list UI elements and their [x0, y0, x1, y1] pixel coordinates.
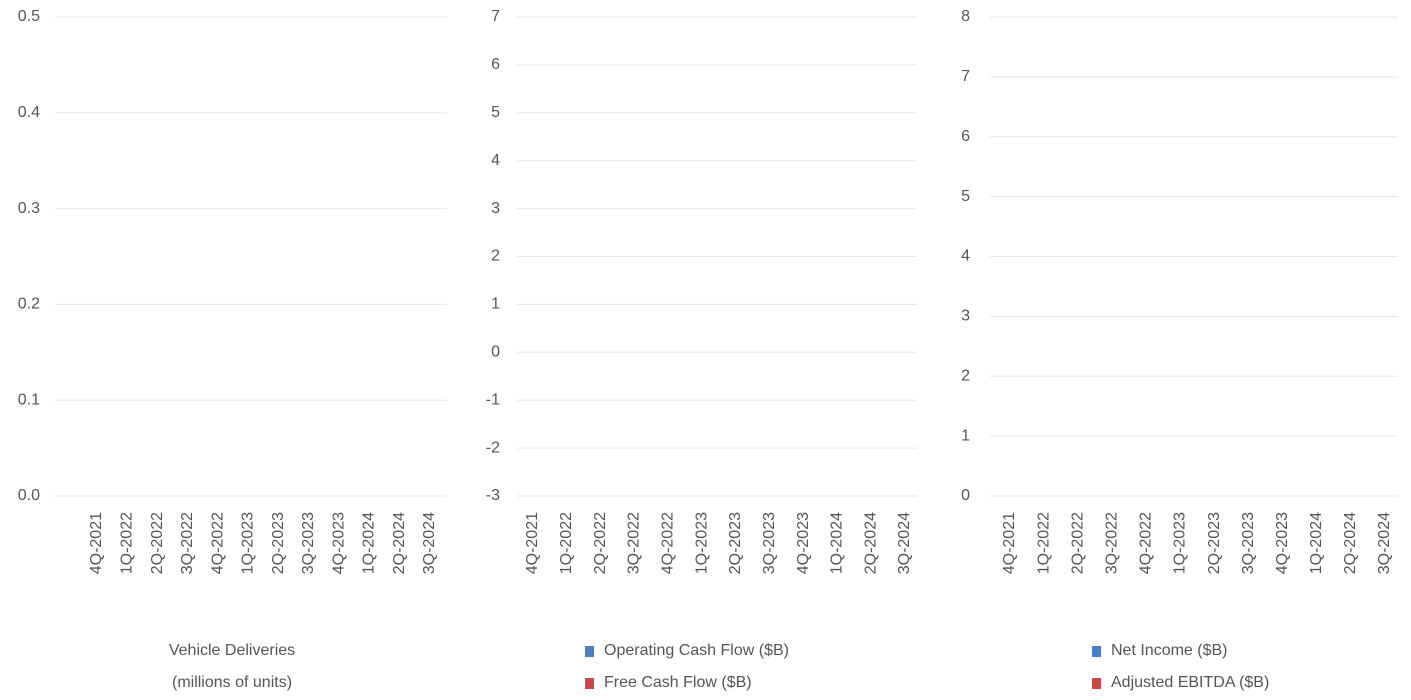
x-tick-label: 2Q-2024: [862, 512, 879, 574]
x-tick-label: 3Q-2022: [179, 512, 196, 574]
y-tick-label: 2: [961, 367, 970, 384]
x-tick-label: 2Q-2022: [1069, 512, 1086, 574]
y-tick-label: 6: [491, 56, 500, 73]
legend-item: Vehicle Deliveries (millions of units): [147, 635, 317, 699]
legend-item: Net Income ($B): [1092, 635, 1269, 667]
x-tick-label: 1Q-2024: [1308, 512, 1325, 574]
x-tick-label: 1Q-2023: [240, 512, 257, 574]
y-tick-label: 0.4: [18, 104, 40, 121]
y-tick-label: 4: [491, 152, 500, 169]
legend: Net Income ($B) Adjusted EBITDA ($B): [1092, 635, 1269, 699]
y-tick-label: -3: [486, 487, 500, 504]
x-tick-label: 4Q-2021: [524, 512, 541, 574]
legend-label: Operating Cash Flow ($B): [604, 642, 789, 659]
x-tick-label: 2Q-2024: [1342, 512, 1359, 574]
y-tick-label: 1: [491, 296, 500, 313]
x-tick-label: 3Q-2024: [421, 512, 438, 574]
y-tick-label: 8: [961, 8, 970, 25]
x-tick-label: 2Q-2023: [270, 512, 287, 574]
x-tick-label: 4Q-2022: [1138, 512, 1155, 574]
y-tick-label: 1: [961, 427, 970, 444]
x-tick-label: 2Q-2022: [149, 512, 166, 574]
x-tick-label: 1Q-2022: [1035, 512, 1052, 574]
y-tick-label: 0.5: [18, 8, 40, 25]
x-tick-label: 3Q-2023: [300, 512, 317, 574]
x-tick-label: 3Q-2024: [1376, 512, 1393, 574]
x-tick-label: 3Q-2023: [761, 512, 778, 574]
y-tick-label: 3: [961, 308, 970, 325]
legend-swatch: [585, 645, 594, 657]
y-tick-label: -2: [486, 439, 500, 456]
y-tick-label: 6: [961, 128, 970, 145]
y-tick-label: -1: [486, 391, 500, 408]
x-tick-label: 3Q-2022: [1103, 512, 1120, 574]
x-tick-label: 1Q-2022: [558, 512, 575, 574]
y-tick-label: 2: [491, 248, 500, 265]
y-tick-label: 0: [961, 487, 970, 504]
y-tick-label: 5: [491, 104, 500, 121]
x-tick-label: 1Q-2022: [118, 512, 135, 574]
y-tick-label: 0.1: [18, 391, 40, 408]
x-tick-label: 2Q-2023: [727, 512, 744, 574]
legend-swatch: [1092, 645, 1101, 657]
legend-label: Free Cash Flow ($B): [604, 674, 752, 691]
x-tick-label: 3Q-2024: [896, 512, 913, 574]
y-tick-label: 0.3: [18, 200, 40, 217]
x-tick-label: 4Q-2023: [795, 512, 812, 574]
legend: Operating Cash Flow ($B) Free Cash Flow (…: [585, 635, 789, 699]
legend-label: Vehicle Deliveries (millions of units): [168, 642, 296, 691]
y-tick-label: 7: [961, 68, 970, 85]
x-tick-label: 1Q-2024: [361, 512, 378, 574]
legend-swatch: [585, 677, 594, 689]
x-tick-label: 4Q-2023: [330, 512, 347, 574]
x-tick-label: 2Q-2022: [592, 512, 609, 574]
x-tick-label: 1Q-2024: [829, 512, 846, 574]
y-tick-label: 0.0: [18, 487, 40, 504]
legend-swatch: [1092, 677, 1101, 689]
x-tick-label: 1Q-2023: [693, 512, 710, 574]
legend-item: Free Cash Flow ($B): [585, 667, 789, 699]
x-tick-label: 3Q-2022: [626, 512, 643, 574]
y-tick-label: 5: [961, 188, 970, 205]
y-tick-label: 3: [491, 200, 500, 217]
x-tick-label: 2Q-2023: [1206, 512, 1223, 574]
x-tick-label: 4Q-2021: [88, 512, 105, 574]
x-tick-label: 4Q-2023: [1274, 512, 1291, 574]
y-tick-label: 0.2: [18, 296, 40, 313]
x-tick-label: 1Q-2023: [1172, 512, 1189, 574]
legend-label: Net Income ($B): [1111, 642, 1228, 659]
legend: Vehicle Deliveries (millions of units): [147, 635, 317, 699]
legend-item: Adjusted EBITDA ($B): [1092, 667, 1269, 699]
y-tick-label: 4: [961, 248, 970, 265]
x-tick-label: 2Q-2024: [391, 512, 408, 574]
legend-item: Operating Cash Flow ($B): [585, 635, 789, 667]
y-tick-label: 7: [491, 8, 500, 25]
y-tick-label: 0: [491, 344, 500, 361]
x-tick-label: 4Q-2022: [209, 512, 226, 574]
x-tick-label: 3Q-2023: [1240, 512, 1257, 574]
x-tick-label: 4Q-2022: [659, 512, 676, 574]
legend-label: Adjusted EBITDA ($B): [1111, 674, 1270, 691]
x-tick-label: 4Q-2021: [1001, 512, 1018, 574]
